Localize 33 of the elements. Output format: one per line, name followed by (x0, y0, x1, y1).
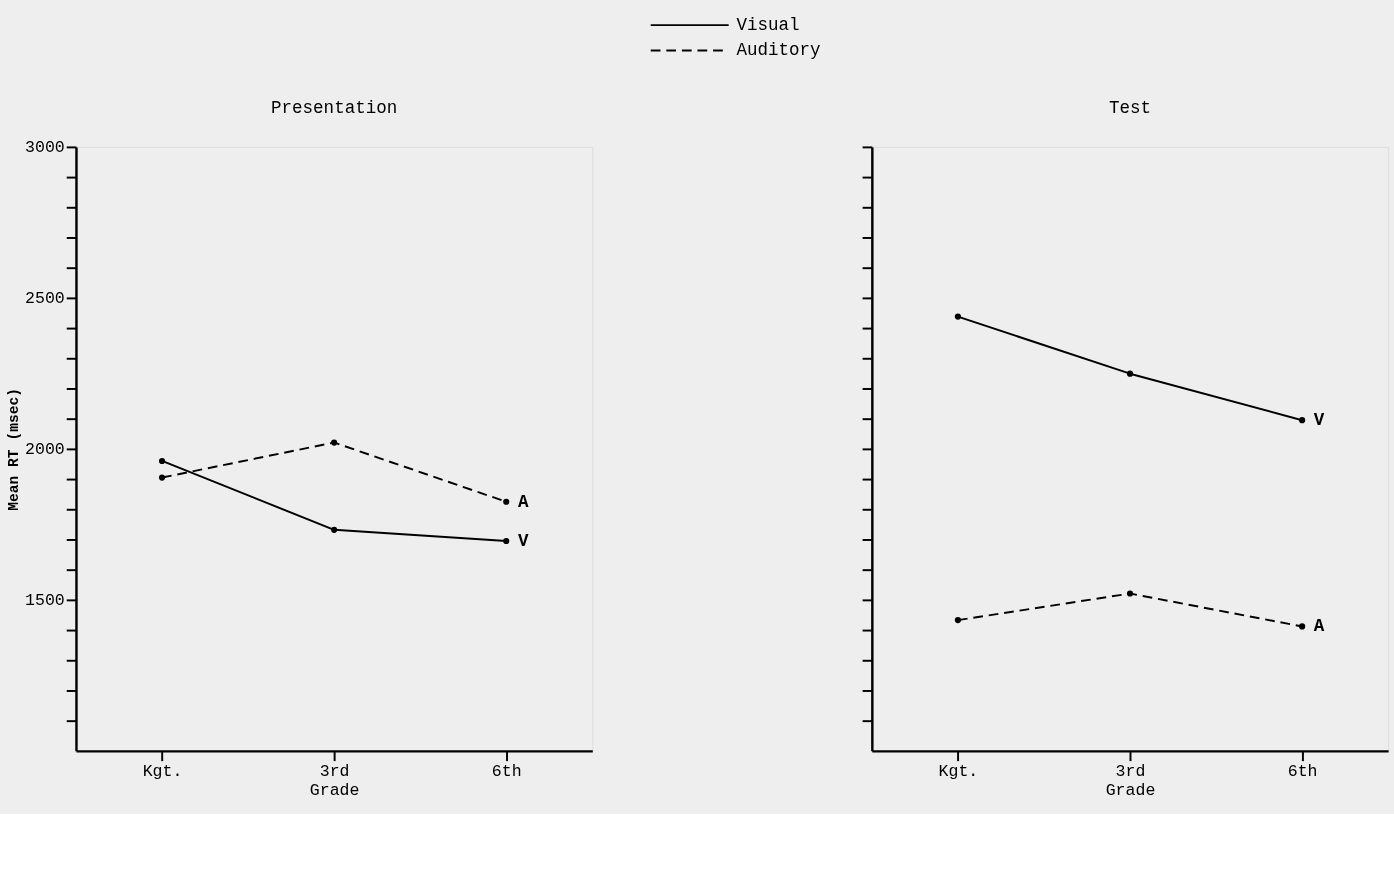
annotation: V (517, 530, 529, 551)
x-tick-label: Kgt. (142, 761, 183, 781)
point (954, 617, 961, 624)
x-axis-title: Grade (1105, 781, 1156, 801)
point (503, 498, 510, 505)
y-tick-label: 2000 (25, 440, 65, 460)
point (503, 537, 510, 545)
x-tick-label: 6th (1287, 761, 1318, 781)
x-tick-label: 3rd (1115, 761, 1146, 781)
x-tick-label: Kgt. (938, 761, 979, 781)
point (1126, 370, 1134, 377)
annotation: A (517, 491, 529, 512)
point (158, 457, 166, 465)
point (331, 526, 338, 533)
legend-label: Auditory (736, 40, 821, 61)
chart-title: Presentation (271, 97, 398, 118)
annotation: A (1313, 616, 1325, 637)
point (331, 439, 338, 446)
y-tick-label: 2500 (25, 289, 65, 309)
legend-label: Visual (736, 15, 800, 36)
point (1299, 623, 1306, 630)
y-axis-title: Mean RT (msec) (6, 388, 23, 511)
point (158, 474, 166, 481)
annotation: V (1313, 410, 1325, 431)
point (1299, 417, 1306, 424)
x-axis-title: Grade (309, 781, 360, 801)
point (954, 313, 961, 320)
x-tick-label: 3rd (319, 761, 350, 781)
x-tick-label: 6th (491, 761, 522, 781)
point (1126, 590, 1134, 597)
y-tick-label: 3000 (25, 138, 65, 158)
y-tick-label: 1500 (25, 591, 65, 611)
chart-title: Test (1108, 97, 1152, 118)
